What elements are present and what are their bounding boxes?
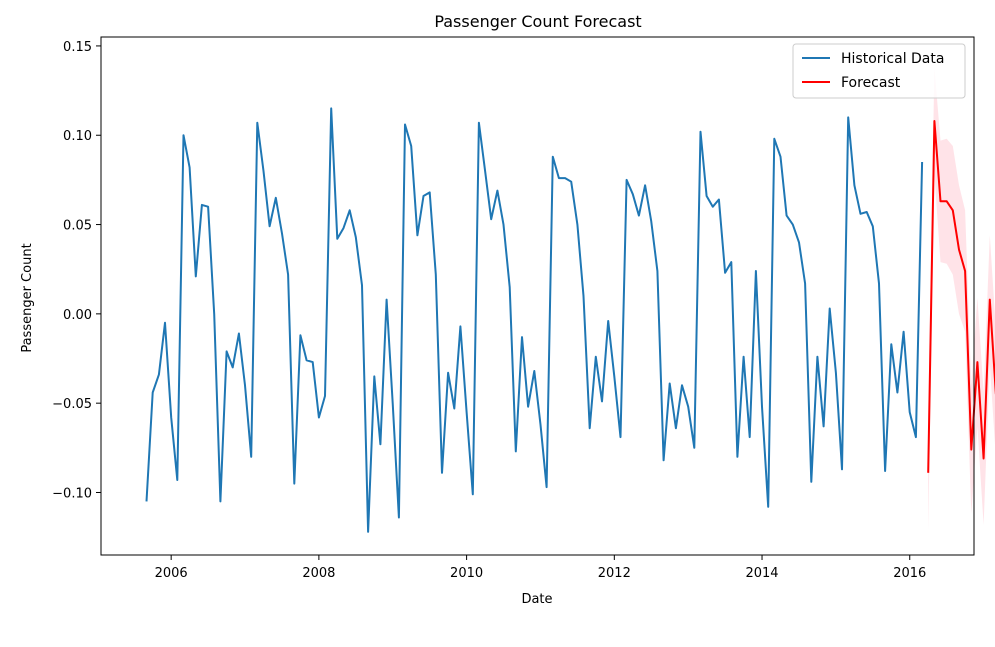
x-axis-label: Date <box>521 592 552 607</box>
legend-label-historical: Historical Data <box>841 51 944 67</box>
x-tick-label: 2010 <box>450 566 483 581</box>
x-tick-label: 2006 <box>155 566 188 581</box>
forecast-confidence-interval <box>928 67 995 530</box>
y-tick-label: 0.15 <box>63 40 92 55</box>
legend: Historical Data Forecast <box>792 43 966 99</box>
plot-frame <box>100 36 975 556</box>
series-layer <box>145 107 995 533</box>
y-tick-label: 0.00 <box>63 308 92 323</box>
legend-box <box>792 43 966 99</box>
y-axis-ticks: −0.10 −0.05 0.00 0.05 0.10 0.15 <box>52 40 101 501</box>
y-tick-label: −0.10 <box>52 486 92 501</box>
x-tick-label: 2016 <box>893 566 926 581</box>
x-axis-ticks: 2006 2008 2010 2012 2014 2016 <box>155 555 926 581</box>
historical-data-line <box>145 107 924 533</box>
x-tick-label: 2014 <box>745 566 778 581</box>
y-tick-label: 0.05 <box>63 219 92 234</box>
forecast-interval-layer <box>928 67 995 530</box>
x-tick-label: 2008 <box>302 566 335 581</box>
y-tick-label: −0.05 <box>52 397 92 412</box>
chart-title: Passenger Count Forecast <box>434 12 641 31</box>
x-tick-label: 2012 <box>598 566 631 581</box>
y-tick-label: 0.10 <box>63 129 92 144</box>
forecast-line <box>927 120 995 473</box>
legend-label-forecast: Forecast <box>841 75 901 91</box>
y-axis-label: Passenger Count <box>20 243 35 352</box>
